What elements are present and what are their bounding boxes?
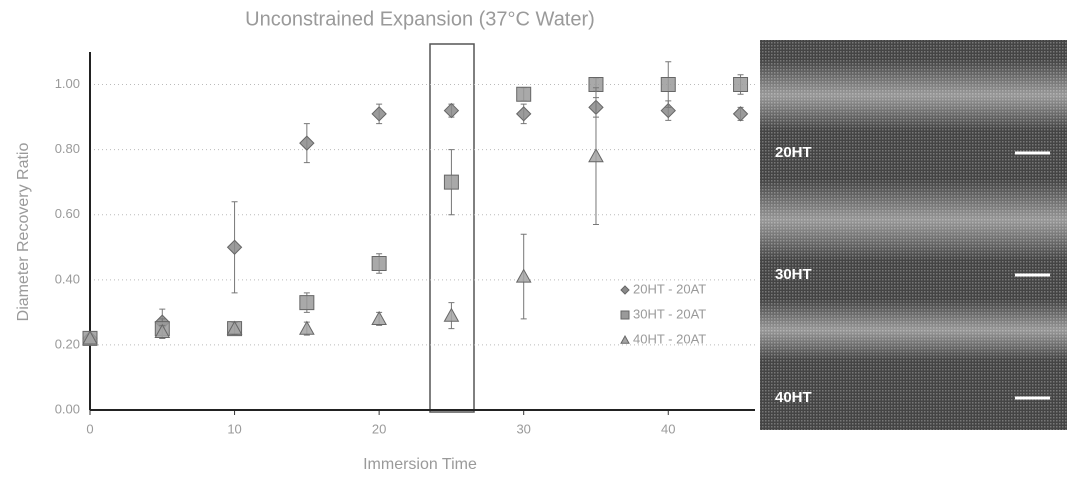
legend-label: 40HT - 20AT — [633, 331, 706, 346]
marker — [226, 239, 243, 255]
x-tick-label: 10 — [227, 421, 241, 436]
marker — [732, 106, 749, 122]
x-tick-label: 40 — [661, 421, 675, 436]
marker — [298, 320, 315, 335]
marker — [154, 323, 171, 338]
marker — [371, 106, 387, 122]
image-label: 30HT — [775, 266, 812, 283]
legend-marker — [620, 310, 630, 320]
marker — [515, 106, 532, 122]
y-tick-label: 0.40 — [55, 271, 80, 286]
x-axis-label: Immersion Time — [363, 456, 477, 473]
marker — [443, 174, 459, 190]
x-tick-label: 20 — [372, 421, 386, 436]
marker — [588, 148, 604, 163]
chart-title: Unconstrained Expansion (37°C Water) — [245, 8, 595, 30]
marker — [443, 102, 460, 119]
y-tick-label: 0.60 — [55, 206, 80, 221]
marker — [82, 330, 98, 345]
marker — [733, 77, 749, 93]
marker — [443, 307, 460, 322]
marker — [299, 135, 315, 151]
marker — [371, 310, 387, 325]
image-panel — [760, 40, 1067, 430]
legend-label: 20HT - 20AT — [633, 281, 706, 296]
marker — [515, 268, 532, 283]
highlight-box — [429, 43, 475, 413]
marker — [371, 256, 387, 272]
y-axis-label: Diameter Recovery Ratio — [15, 143, 32, 322]
y-tick-label: 0.20 — [55, 336, 80, 351]
marker — [660, 102, 676, 119]
legend-label: 30HT - 20AT — [633, 306, 706, 321]
y-tick-label: 0.80 — [55, 141, 80, 156]
image-label: 40HT — [775, 389, 812, 406]
x-tick-label: 0 — [86, 421, 93, 436]
marker — [588, 77, 604, 93]
marker — [226, 320, 243, 335]
marker — [660, 77, 676, 93]
y-tick-label: 0.00 — [55, 401, 80, 416]
x-tick-label: 30 — [516, 421, 530, 436]
y-tick-label: 1.00 — [55, 76, 80, 91]
legend-marker — [620, 285, 630, 295]
marker — [299, 295, 315, 311]
marker — [516, 86, 532, 102]
image-label: 20HT — [775, 144, 812, 161]
legend-marker — [620, 334, 630, 344]
